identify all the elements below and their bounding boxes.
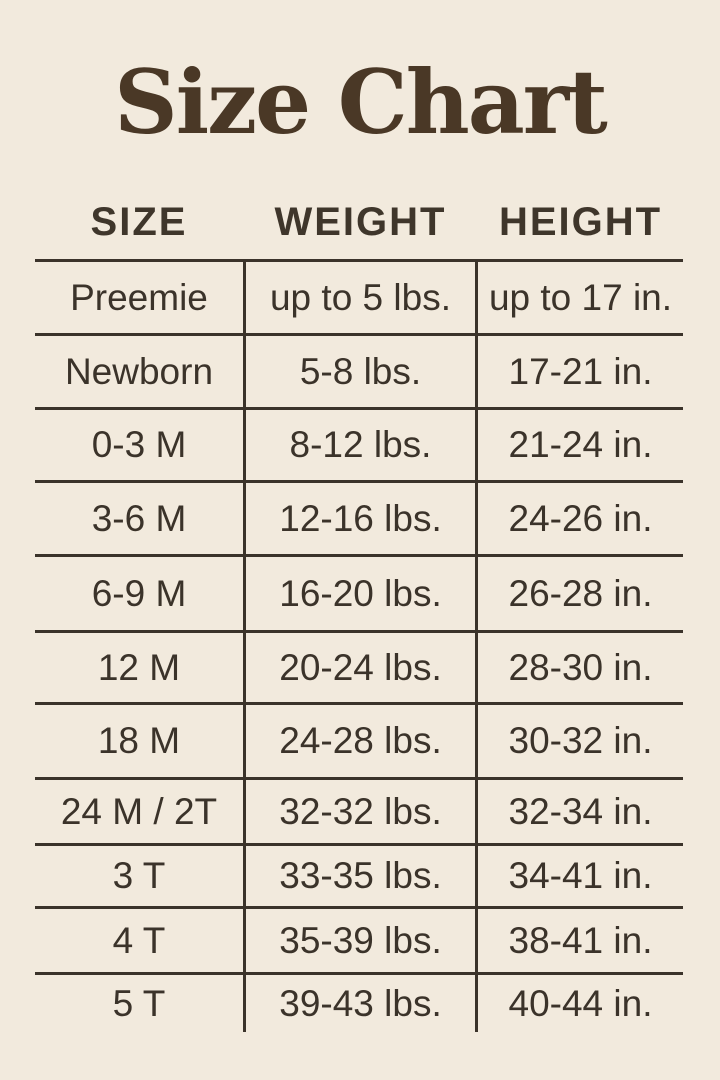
weight-cell: 35-39 lbs. (279, 919, 442, 961)
column-divider-right (475, 262, 478, 1032)
table-row: 3 T 33-35 lbs. 34-41 in. (35, 846, 683, 909)
size-cell: 4 T (112, 919, 166, 961)
weight-cell: 16-20 lbs. (279, 572, 442, 614)
weight-cell: 39-43 lbs. (279, 982, 442, 1024)
size-cell: 3-6 M (91, 497, 187, 539)
page-title: Size Chart (114, 50, 608, 154)
table-row: Preemie up to 5 lbs. up to 17 in. (35, 262, 683, 336)
size-cell: Newborn (64, 350, 214, 392)
height-cell: 38-41 in. (508, 919, 653, 961)
size-cell: 12 M (97, 646, 181, 688)
weight-cell: 32-32 lbs. (279, 790, 442, 832)
column-header-size: SIZE (90, 200, 188, 244)
column-header-height: HEIGHT (498, 200, 663, 244)
size-cell: 0-3 M (91, 424, 187, 465)
table-row: Newborn 5-8 lbs. 17-21 in. (35, 336, 683, 410)
table-row: 3-6 M 12-16 lbs. 24-26 in. (35, 483, 683, 557)
weight-cell: 12-16 lbs. (279, 497, 442, 539)
height-cell: 28-30 in. (508, 646, 653, 688)
height-cell: 26-28 in. (508, 572, 653, 614)
height-cell: 34-41 in. (508, 855, 653, 896)
table-row: 12 M 20-24 lbs. 28-30 in. (35, 633, 683, 705)
height-cell: up to 17 in. (488, 276, 673, 318)
table-row: 5 T 39-43 lbs. 40-44 in. (35, 975, 683, 1032)
size-cell: 6-9 M (91, 572, 187, 614)
height-cell: 21-24 in. (508, 424, 653, 465)
weight-cell: 33-35 lbs. (279, 855, 442, 896)
size-cell: 5 T (112, 982, 166, 1024)
table-row: 6-9 M 16-20 lbs. 26-28 in. (35, 557, 683, 633)
weight-cell: 8-12 lbs. (289, 424, 432, 465)
weight-cell: 20-24 lbs. (279, 646, 442, 688)
table-row: 0-3 M 8-12 lbs. 21-24 in. (35, 410, 683, 483)
height-cell: 17-21 in. (508, 350, 653, 392)
column-header-weight: WEIGHT (274, 200, 447, 244)
weight-cell: 5-8 lbs. (299, 350, 422, 392)
size-cell: Preemie (70, 276, 208, 318)
size-cell: 24 M / 2T (60, 790, 218, 832)
weight-cell: up to 5 lbs. (269, 276, 451, 318)
column-divider-left (243, 262, 246, 1032)
size-cell: 3 T (112, 855, 166, 896)
height-cell: 40-44 in. (508, 982, 653, 1024)
table-header-row: SIZE WEIGHT HEIGHT (35, 197, 683, 247)
size-cell: 18 M (97, 720, 181, 761)
weight-cell: 24-28 lbs. (279, 720, 442, 761)
height-cell: 30-32 in. (508, 720, 653, 761)
size-table: Preemie up to 5 lbs. up to 17 in. Newbor… (35, 259, 683, 1032)
table-row: 18 M 24-28 lbs. 30-32 in. (35, 705, 683, 780)
table-body: Preemie up to 5 lbs. up to 17 in. Newbor… (35, 262, 683, 1032)
table-row: 4 T 35-39 lbs. 38-41 in. (35, 909, 683, 975)
height-cell: 24-26 in. (508, 497, 653, 539)
table-row: 24 M / 2T 32-32 lbs. 32-34 in. (35, 780, 683, 846)
height-cell: 32-34 in. (508, 790, 653, 832)
